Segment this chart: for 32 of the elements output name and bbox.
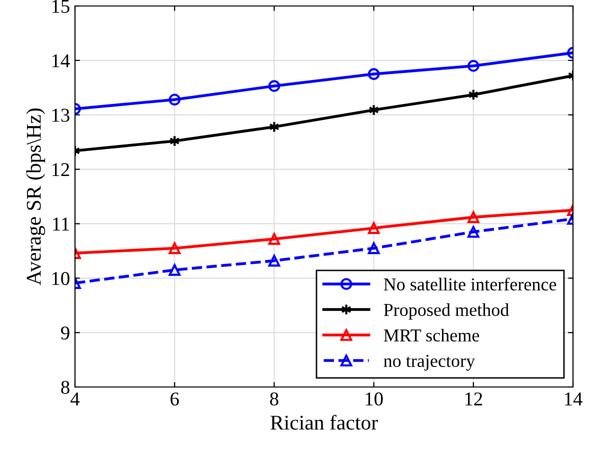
legend-label: no trajectory bbox=[384, 354, 475, 371]
point bbox=[467, 211, 480, 224]
y-tick-label: 14 bbox=[52, 54, 70, 68]
point bbox=[368, 242, 380, 254]
x-tick-label: 10 bbox=[366, 392, 383, 406]
point bbox=[368, 222, 380, 234]
legend-label: No satellite interference bbox=[384, 278, 556, 290]
point bbox=[368, 68, 380, 80]
x-tick-label: 6 bbox=[170, 392, 179, 406]
y-tick-label: 11 bbox=[53, 218, 69, 230]
point bbox=[168, 242, 181, 254]
y-tick-label: 8 bbox=[61, 380, 70, 394]
legend-label: MRT scheme bbox=[384, 328, 480, 342]
legend-label: Proposed method bbox=[384, 303, 509, 320]
point bbox=[268, 80, 280, 92]
x-tick-label: 12 bbox=[465, 392, 482, 406]
y-axis-title: Average SR (bps\Hz) bbox=[26, 108, 46, 286]
x-axis-title: Rician factor bbox=[270, 414, 378, 430]
y-tick-label: 12 bbox=[52, 163, 70, 176]
point bbox=[268, 233, 280, 245]
y-tick-label: 13 bbox=[52, 108, 70, 122]
point bbox=[168, 94, 181, 106]
y-tick-label: 10 bbox=[52, 272, 70, 286]
point bbox=[268, 254, 280, 267]
point bbox=[168, 264, 181, 276]
y-tick-label: 15 bbox=[52, 0, 70, 13]
x-tick-label: 14 bbox=[564, 392, 582, 406]
x-tick-label: 8 bbox=[270, 392, 278, 406]
y-tick-label: 9 bbox=[61, 326, 70, 340]
point bbox=[467, 60, 480, 72]
x-tick-label: 4 bbox=[70, 392, 80, 406]
point bbox=[467, 226, 480, 238]
